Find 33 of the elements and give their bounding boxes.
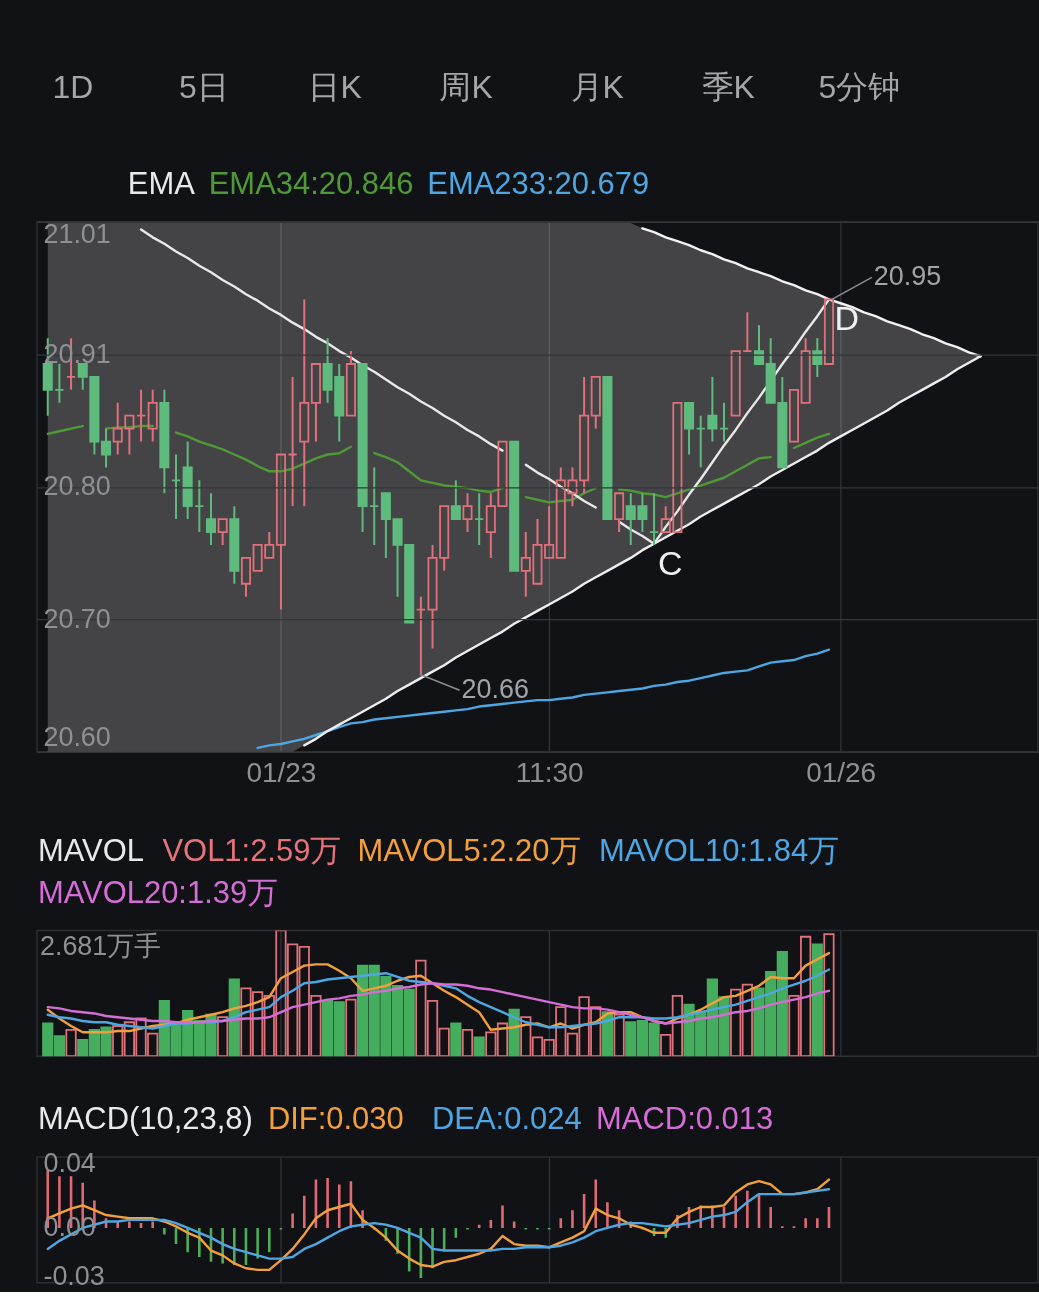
text: 周K <box>439 69 493 106</box>
legend-title: MAVOL <box>37 832 144 868</box>
text: 月K <box>570 69 624 106</box>
y-tick-label: -0.03 <box>43 1260 105 1291</box>
text: MAVOL10:1.84万 <box>598 832 840 868</box>
text: DEA:0.024 <box>431 1101 582 1137</box>
x-tick-label: 11:30 <box>515 757 584 789</box>
text: MAVOL5:2.20万 <box>357 832 581 868</box>
x-tick-label: 01/23 <box>246 757 317 789</box>
text: 5日 <box>179 69 229 106</box>
text: EMA233:20.679 <box>427 165 650 201</box>
data-label: C <box>657 543 683 582</box>
text: MAVOL20:1.39万 <box>37 874 279 910</box>
x-tick-label: 01/26 <box>806 757 877 789</box>
text: VOL1:2.59万 <box>162 832 342 868</box>
text: 20.95 <box>873 261 942 292</box>
y-tick-label: 20.60 <box>43 722 111 753</box>
y-tick-label: 0.04 <box>43 1147 96 1178</box>
legend-title: EMA <box>127 165 196 201</box>
y-tick-label: 20.80 <box>43 471 111 502</box>
series-label: MACD:0.013 <box>596 1101 774 1137</box>
data-label: D <box>834 299 860 338</box>
annotation: 2.681万手 <box>39 931 162 962</box>
legend-title: MACD(10,23,8) <box>37 1101 253 1137</box>
y-tick-label: 21.01 <box>43 219 111 250</box>
text: 1D <box>52 69 94 106</box>
text: 5分钟 <box>818 69 901 106</box>
text: 季K <box>701 69 755 106</box>
text: 20.66 <box>461 674 530 705</box>
text: DIF:0.030 <box>267 1101 404 1137</box>
text: 日K <box>308 69 362 106</box>
text: EMA34:20.846 <box>208 165 414 201</box>
y-tick-label: 20.70 <box>43 603 111 634</box>
